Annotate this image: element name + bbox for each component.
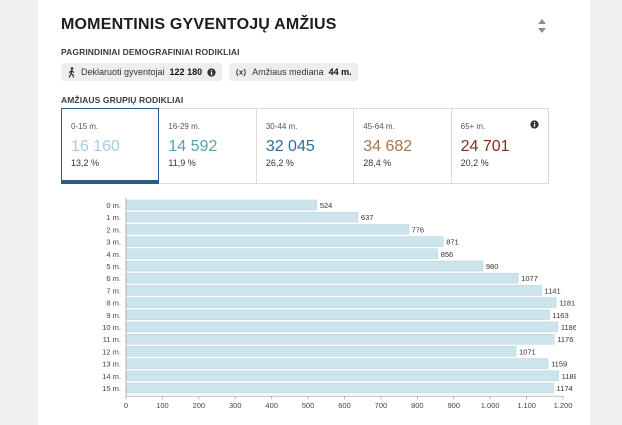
y-tick-label: 12 m. (102, 347, 121, 356)
bar (125, 333, 555, 345)
group-value: 32 045 (265, 138, 315, 155)
data-label: 1159 (551, 360, 567, 369)
group-value: 16 160 (71, 138, 120, 155)
data-label: 856 (441, 250, 454, 259)
age-groups: 0-15 m. 16 160 13,2 % 16-29 m. 14 592 11… (61, 108, 549, 184)
median-icon (236, 68, 246, 76)
main-indicators-label: PAGRINDINIAI DEMOGRAFINIAI RODIKLIAI (61, 47, 240, 57)
group-label: 0-15 m. (71, 122, 99, 131)
info-icon[interactable] (207, 67, 216, 77)
indicator-chips: Deklaruoti gyventojai 122 180 Amžiaus me… (61, 63, 358, 81)
x-tick-label: 400 (265, 401, 278, 410)
group-percent: 28,4 % (363, 158, 392, 168)
bar (125, 297, 557, 308)
group-percent: 20,2 % (460, 158, 489, 168)
x-tick-label: 300 (229, 401, 242, 410)
group-value: 24 701 (460, 138, 510, 155)
data-label: 524 (320, 201, 333, 210)
data-label: 1141 (545, 286, 561, 295)
y-tick-label: 8 m. (106, 299, 121, 308)
data-label: 1181 (559, 299, 575, 308)
group-label: 16-29 m. (168, 122, 200, 131)
group-percent: 13,2 % (71, 158, 100, 168)
bar (125, 370, 559, 382)
sort-icon[interactable] (536, 16, 548, 36)
group-percent: 11,9 % (168, 158, 196, 168)
y-tick-label: 6 m. (106, 274, 121, 283)
age-bar-chart: 0 m. 524 1 m. 637 2 m. 776 3 m. 871 4 m. 856 5 m. 9… (102, 198, 576, 410)
y-tick-label: 7 m. (106, 286, 121, 295)
chip-label: Amžiaus mediana (252, 67, 324, 77)
y-tick-label: 1 m. (106, 213, 121, 222)
bar (125, 382, 554, 394)
chip-age-median: Amžiaus mediana 44 m. (229, 63, 358, 81)
x-tick-label: 200 (193, 401, 206, 410)
bar (125, 358, 549, 369)
age-group-tab-16-29[interactable]: 16-29 m. 14 592 11,9 % (159, 109, 257, 183)
x-tick-label: 0 (124, 401, 128, 410)
y-tick-label: 9 m. (106, 311, 121, 320)
y-tick-label: 5 m. (106, 262, 121, 271)
data-label: 1188 (562, 372, 576, 381)
x-tick-label: 700 (375, 401, 388, 410)
y-tick-label: 2 m. (106, 225, 121, 234)
x-tick-label: 100 (156, 401, 169, 410)
data-label: 980 (486, 262, 499, 271)
group-label: 65+ m. (460, 122, 486, 131)
y-tick-label: 14 m. (102, 372, 121, 381)
x-tick-label: 500 (302, 401, 315, 410)
bar (125, 272, 519, 284)
bar (125, 321, 559, 333)
data-label: 637 (361, 213, 374, 222)
data-label: 776 (412, 225, 425, 234)
bar (125, 309, 550, 321)
data-label: 1176 (557, 335, 573, 344)
bar (125, 224, 409, 235)
chip-declared-residents: Deklaruoti gyventojai 122 180 (61, 63, 223, 81)
age-groups-label: AMŽIAUS GRUPIŲ RODIKLIAI (61, 95, 184, 105)
group-value: 14 592 (168, 138, 218, 155)
y-tick-label: 11 m. (103, 335, 121, 344)
x-tick-label: 1.100 (517, 401, 536, 410)
data-label: 1071 (519, 347, 536, 356)
age-card: MOMENTINIS GYVENTOJŲ AMŽIUS PAGRINDINIAI… (38, 0, 590, 425)
bar (125, 211, 359, 223)
y-tick-label: 4 m. (106, 250, 121, 259)
data-label: 1174 (557, 384, 573, 393)
age-group-tab-45-64[interactable]: 45-64 m. 34 682 28,4 % (354, 109, 452, 183)
x-tick-label: 1.200 (554, 401, 573, 410)
x-tick-label: 900 (447, 401, 460, 410)
y-tick-label: 13 m. (102, 360, 121, 369)
data-label: 1163 (553, 311, 569, 320)
walking-person-icon (68, 66, 75, 78)
page-title: MOMENTINIS GYVENTOJŲ AMŽIUS (61, 16, 337, 33)
group-label: 30-44 m. (265, 122, 298, 131)
data-label: 871 (446, 238, 459, 247)
data-label: 1077 (521, 274, 538, 283)
age-group-tab-65-plus[interactable]: 65+ m. 24 701 20,2 % (452, 109, 548, 183)
info-icon[interactable] (530, 120, 539, 129)
bar (125, 236, 444, 247)
y-tick-label: 3 m. (106, 238, 121, 247)
y-tick-label: 0 m. (106, 201, 121, 210)
bar (125, 199, 318, 211)
x-tick-label: 600 (338, 401, 351, 410)
bar (125, 346, 517, 357)
group-value: 34 682 (363, 138, 413, 155)
bar (125, 260, 484, 272)
age-group-tab-0-15[interactable]: 0-15 m. 16 160 13,2 % (61, 108, 160, 184)
x-tick-label: 800 (411, 401, 424, 410)
x-tick-label: 1.000 (481, 401, 500, 410)
chip-value: 122 180 (169, 67, 203, 77)
group-percent: 26,2 % (265, 158, 294, 168)
age-group-tab-30-44[interactable]: 30-44 m. 32 045 26,2 % (257, 109, 355, 183)
group-label: 45-64 m. (363, 122, 395, 131)
chip-value: 44 m. (328, 67, 352, 77)
bar (125, 285, 542, 296)
y-tick-label: 15 m. (102, 384, 121, 393)
bar (125, 248, 438, 260)
data-label: 1186 (561, 323, 576, 332)
y-tick-label: 10 m. (102, 323, 121, 332)
chip-label: Deklaruoti gyventojai (81, 67, 165, 77)
